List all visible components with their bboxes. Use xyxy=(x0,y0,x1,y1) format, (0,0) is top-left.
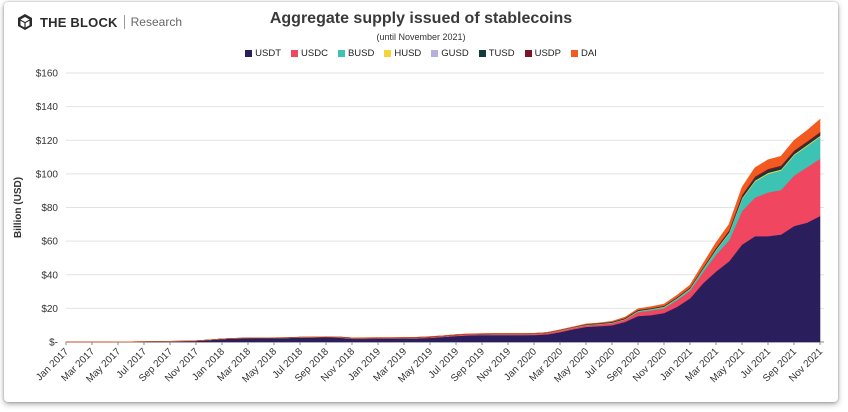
legend-item-dai: DAI xyxy=(571,48,597,59)
y-tick-label: $140 xyxy=(36,102,59,113)
legend-swatch-busd xyxy=(337,50,345,57)
legend-swatch-gusd xyxy=(431,50,439,57)
legend-swatch-dai xyxy=(571,50,578,57)
legend-label-busd: BUSD xyxy=(347,48,375,59)
legend-item-usdc: USDC xyxy=(291,48,328,59)
legend-item-gusd: GUSD xyxy=(431,48,469,59)
y-tick-label: $20 xyxy=(41,304,58,315)
legend-swatch-usdt xyxy=(245,50,253,57)
legend-item-busd: BUSD xyxy=(337,48,375,59)
legend-swatch-husd xyxy=(384,50,392,57)
legend-label-usdc: USDC xyxy=(301,48,328,59)
cube-logo-icon xyxy=(18,14,32,30)
legend-label-husd: HUSD xyxy=(394,48,422,59)
brand-subtitle: Research xyxy=(130,15,182,29)
y-axis-title: Billion (USD) xyxy=(13,177,24,238)
area-series-dai xyxy=(65,118,821,343)
legend-swatch-usdc xyxy=(291,50,299,57)
legend-item-tusd: TUSD xyxy=(478,48,515,59)
y-tick-label: $100 xyxy=(36,169,59,180)
y-tick-label: $80 xyxy=(41,203,58,214)
chart-card: THE BLOCK Research Aggregate supply issu… xyxy=(4,2,838,402)
legend-item-usdp: USDP xyxy=(524,48,561,59)
legend-label-tusd: TUSD xyxy=(488,48,515,59)
y-tick-label: $40 xyxy=(41,270,58,281)
chart-legend: USDT USDC BUSD HUSD GUSD TUSD USDP DAI xyxy=(4,48,838,59)
chart-title: Aggregate supply issued of stablecoins xyxy=(269,10,573,27)
legend-swatch-tusd xyxy=(478,50,486,57)
legend-label-usdt: USDT xyxy=(255,48,282,59)
y-tick-label: $120 xyxy=(36,136,59,147)
legend-swatch-usdp xyxy=(524,50,532,57)
legend-label-dai: DAI xyxy=(581,48,597,59)
legend-item-usdt: USDT xyxy=(245,48,281,59)
legend-label-gusd: GUSD xyxy=(441,48,469,59)
legend-item-husd: HUSD xyxy=(384,48,421,59)
brand-divider xyxy=(123,15,125,29)
brand-logo: THE BLOCK Research xyxy=(16,13,182,31)
y-tick-label: $160 xyxy=(36,69,59,80)
y-tick-label: $60 xyxy=(41,237,58,248)
chart-subtitle: (until November 2021) xyxy=(376,32,466,42)
legend-label-usdp: USDP xyxy=(534,48,561,59)
y-tick-label: $- xyxy=(49,338,58,349)
brand-name: THE BLOCK xyxy=(40,14,118,30)
